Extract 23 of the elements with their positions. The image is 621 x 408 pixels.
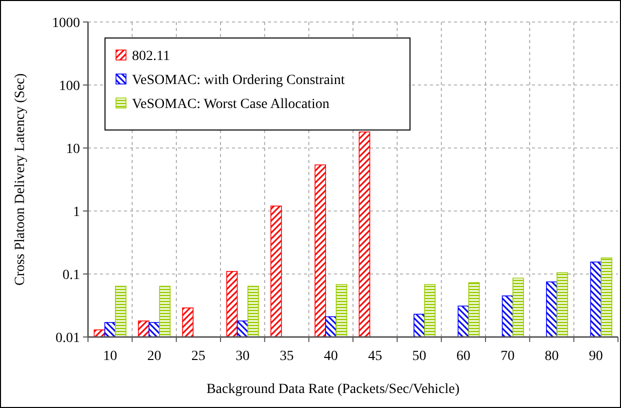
- x-tick-label: 80: [544, 349, 559, 364]
- x-tick-label: 60: [456, 349, 470, 364]
- x-tick-label: 25: [191, 349, 206, 364]
- x-tick-label: 90: [588, 349, 603, 364]
- y-tick-label: 10: [66, 142, 80, 157]
- x-tick-label: 30: [236, 349, 250, 364]
- y-tick-label: 100: [59, 78, 80, 94]
- legend-label: 802.11: [132, 48, 170, 64]
- y-tick-label: 1000: [52, 16, 80, 31]
- y-axis-title: Cross Platoon Delivery Latency (Sec): [13, 73, 28, 286]
- x-tick-label: 10: [103, 349, 118, 364]
- x-tick-label: 20: [147, 349, 162, 364]
- x-tick-label: 40: [324, 349, 338, 364]
- x-tick-label: 50: [412, 349, 426, 364]
- y-tick-label: 1: [73, 204, 80, 220]
- x-axis-title: Background Data Rate (Packets/Sec/Vehicle): [206, 382, 460, 397]
- y-tick-label: 0.1: [62, 268, 80, 283]
- x-tick-label: 70: [500, 349, 515, 364]
- legend-label: VeSOMAC: with Ordering Constraint: [132, 72, 345, 88]
- y-tick-label: 0.01: [56, 330, 80, 346]
- x-tick-label: 45: [368, 349, 382, 364]
- x-tick-label: 35: [280, 349, 294, 364]
- legend-label: VeSOMAC: Worst Case Allocation: [132, 96, 330, 112]
